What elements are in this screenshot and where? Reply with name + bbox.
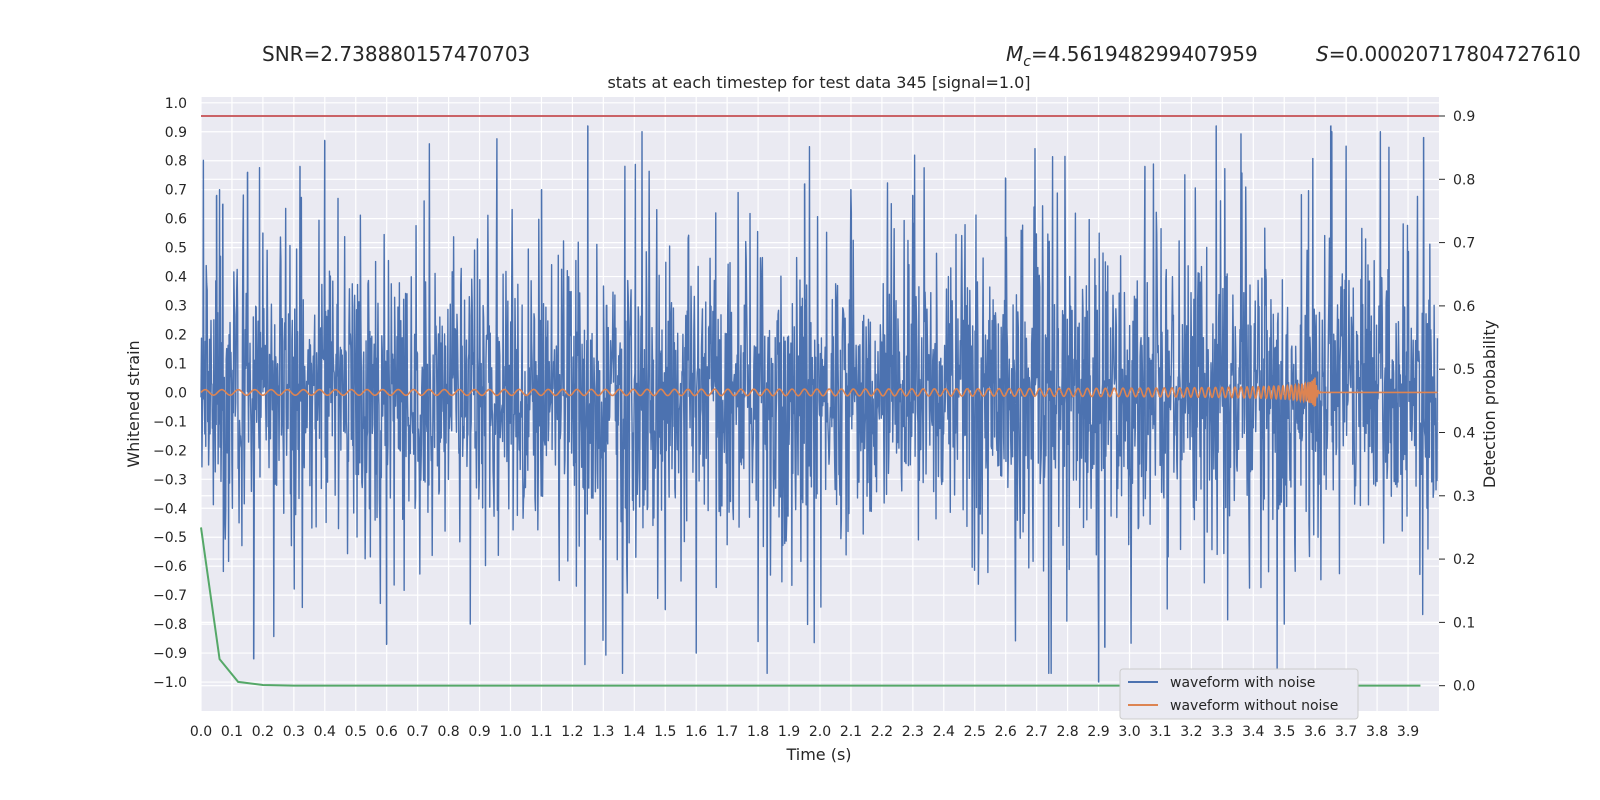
y-right-tick-label: 0.6 xyxy=(1453,299,1475,315)
y-left-tick-labels: −1.0 −0.9 −0.8 −0.7 −0.6 −0.5 −0.4 −0.3 −0.2 −0.1… xyxy=(153,96,187,691)
chirp-mass-symbol: M xyxy=(1006,42,1023,66)
legend-label-clean: waveform without noise xyxy=(1170,698,1338,714)
x-tick-label: 1.3 xyxy=(592,724,614,740)
x-tick-label: 2.3 xyxy=(902,724,924,740)
x-tick-label: 1.2 xyxy=(561,724,583,740)
y-left-tick-label: 0.6 xyxy=(165,212,187,228)
legend: waveform with noise waveform without noi… xyxy=(1119,668,1359,720)
x-tick-label: 0.8 xyxy=(437,724,459,740)
x-tick-label: 2.4 xyxy=(933,724,955,740)
x-tick-label: 3.2 xyxy=(1180,724,1202,740)
x-tick-label: 3.4 xyxy=(1242,724,1264,740)
y-left-tick-label: −0.2 xyxy=(153,443,187,459)
y-left-tick-label: 0.0 xyxy=(165,385,187,401)
chart-title: stats at each timestep for test data 345… xyxy=(607,73,1030,92)
series-waveform-without-noise xyxy=(200,377,1438,407)
snr-text: SNR=2.738880157470703 xyxy=(262,42,530,66)
legend-box xyxy=(1119,668,1359,720)
y-right-tick-label: 0.2 xyxy=(1453,552,1475,568)
x-tick-label: 0.4 xyxy=(314,724,336,740)
x-tick-label: 2.7 xyxy=(1026,724,1048,740)
y-right-tick-label: 0.0 xyxy=(1453,679,1475,695)
x-tick-label: 1.8 xyxy=(747,724,769,740)
y-right-tick-label: 0.9 xyxy=(1453,109,1475,125)
y-left-tick-label: 0.3 xyxy=(165,299,187,315)
y-right-tick-label: 0.5 xyxy=(1453,362,1475,378)
x-tick-label: 1.4 xyxy=(623,724,645,740)
y-left-axis-label: Whitened strain xyxy=(124,340,143,467)
x-tick-label: 3.0 xyxy=(1118,724,1140,740)
y-left-tick-label: 0.7 xyxy=(165,183,187,199)
x-tick-label: 0.2 xyxy=(252,724,274,740)
y-right-tick-labels: 0.0 0.1 0.2 0.3 0.4 0.5 0.6 0.7 0.8 0.9 xyxy=(1439,109,1475,695)
s-value: =0.00020717804727610 xyxy=(1329,42,1581,66)
x-tick-label: 0.5 xyxy=(345,724,367,740)
x-tick-label: 0.9 xyxy=(468,724,490,740)
x-tick-label: 3.3 xyxy=(1211,724,1233,740)
s-text: S=0.00020717804727610 xyxy=(1316,42,1581,66)
chirp-mass-subscript: c xyxy=(1023,54,1031,70)
x-tick-label: 3.8 xyxy=(1366,724,1388,740)
x-tick-label: 1.9 xyxy=(778,724,800,740)
y-left-tick-label: −0.9 xyxy=(153,646,187,662)
y-left-tick-label: −0.1 xyxy=(153,414,187,430)
series-detection-probability xyxy=(200,527,1421,687)
y-left-tick-label: 0.9 xyxy=(165,125,187,141)
x-tick-label: 3.1 xyxy=(1149,724,1171,740)
legend-label-noise: waveform with noise xyxy=(1170,675,1315,691)
y-right-tick-label: 0.1 xyxy=(1453,615,1475,631)
x-tick-label: 0.0 xyxy=(190,724,212,740)
chirp-mass-text: Mc=4.561948299407959 xyxy=(1006,42,1258,70)
chirp-mass-value: =4.561948299407959 xyxy=(1031,42,1258,66)
y-right-axis-label: Detection probability xyxy=(1480,320,1499,488)
x-tick-label: 1.0 xyxy=(499,724,521,740)
x-tick-label: 0.1 xyxy=(221,724,243,740)
series-waveform-with-noise xyxy=(200,125,1439,683)
x-tick-labels: 0.0 0.1 0.2 0.3 0.4 0.5 0.6 0.7 0.8 0.9 1.0 1.1 1.2 1… xyxy=(190,724,1419,740)
x-tick-label: 1.1 xyxy=(530,724,552,740)
x-tick-label: 1.5 xyxy=(654,724,676,740)
y-right-tick-label: 0.7 xyxy=(1453,236,1475,252)
y-left-tick-label: −0.5 xyxy=(153,530,187,546)
y-left-tick-label: 0.2 xyxy=(165,327,187,343)
x-tick-label: 2.0 xyxy=(809,724,831,740)
x-tick-label: 2.1 xyxy=(840,724,862,740)
x-tick-label: 3.9 xyxy=(1397,724,1419,740)
x-tick-label: 0.6 xyxy=(376,724,398,740)
y-left-tick-label: −0.8 xyxy=(153,617,187,633)
x-tick-label: 2.6 xyxy=(995,724,1017,740)
y-left-tick-label: 1.0 xyxy=(165,96,187,112)
series-layer xyxy=(200,115,1439,687)
x-tick-label: 1.7 xyxy=(716,724,738,740)
x-tick-label: 3.5 xyxy=(1273,724,1295,740)
y-right-tick-label: 0.3 xyxy=(1453,489,1475,505)
y-left-tick-label: −0.3 xyxy=(153,472,187,488)
y-right-tick-label: 0.8 xyxy=(1453,172,1475,188)
x-tick-label: 3.7 xyxy=(1335,724,1357,740)
x-tick-label: 2.2 xyxy=(871,724,893,740)
x-tick-label: 2.5 xyxy=(964,724,986,740)
y-left-tick-label: −0.7 xyxy=(153,588,187,604)
y-left-tick-label: 0.1 xyxy=(165,356,187,372)
y-left-tick-label: 0.8 xyxy=(165,154,187,170)
x-tick-label: 2.8 xyxy=(1056,724,1078,740)
y-left-tick-label: 0.4 xyxy=(165,270,187,286)
x-tick-label: 1.6 xyxy=(685,724,707,740)
x-tick-label: 3.6 xyxy=(1304,724,1326,740)
y-right-tick-label: 0.4 xyxy=(1453,425,1475,441)
s-symbol: S xyxy=(1316,42,1329,66)
y-left-tick-label: −1.0 xyxy=(153,675,187,691)
y-left-tick-label: −0.4 xyxy=(153,501,187,517)
x-axis-label: Time (s) xyxy=(785,745,851,764)
y-left-tick-label: −0.6 xyxy=(153,559,187,575)
x-tick-label: 0.3 xyxy=(283,724,305,740)
x-tick-label: 2.9 xyxy=(1087,724,1109,740)
x-tick-label: 0.7 xyxy=(407,724,429,740)
y-left-tick-label: 0.5 xyxy=(165,241,187,257)
